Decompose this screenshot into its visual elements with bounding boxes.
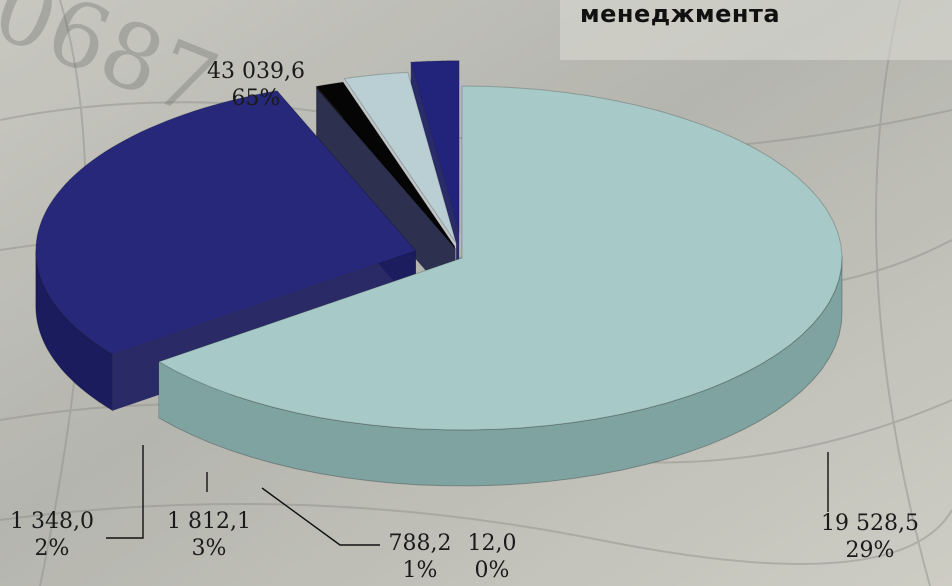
pie-slice-1 bbox=[35, 90, 417, 412]
leader-line-slice-3 bbox=[261, 487, 380, 546]
pie-slice-0 bbox=[157, 85, 843, 487]
data-label-value: 19 528,5 bbox=[821, 511, 919, 536]
data-label-percent: 3% bbox=[191, 536, 227, 561]
pie-slice-top bbox=[343, 71, 457, 244]
chart-title: менеджмента bbox=[580, 0, 781, 28]
pie-slice-side bbox=[158, 255, 843, 487]
data-label-percent: 1% bbox=[402, 558, 438, 583]
data-label-percent: 2% bbox=[34, 536, 70, 561]
leader-line-slice-5 bbox=[106, 445, 144, 539]
data-label-slice-1: 19 528,5 29% bbox=[800, 510, 940, 564]
data-label-slice-0: 43 039,6 65% bbox=[186, 58, 326, 112]
data-label-percent: 0% bbox=[474, 558, 510, 583]
pie-slice-top bbox=[410, 60, 460, 233]
data-label-slice-4: 1 812,1 3% bbox=[154, 508, 264, 562]
pie-slice-top bbox=[35, 90, 417, 356]
data-label-value: 1 812,1 bbox=[167, 509, 251, 534]
pie-slice-2 bbox=[315, 88, 456, 305]
data-label-value: 12,0 bbox=[467, 531, 517, 556]
data-label-value: 788,2 bbox=[388, 531, 452, 556]
data-label-value: 1 348,0 bbox=[10, 509, 94, 534]
pie-slice-top bbox=[315, 88, 456, 250]
data-label-value: 43 039,6 bbox=[207, 59, 305, 84]
pie-slice-cut-end bbox=[316, 88, 456, 305]
data-label-percent: 65% bbox=[231, 86, 281, 111]
data-label-slice-3: 788,2 1% bbox=[380, 530, 460, 584]
data-label-slice-5: 1 348,0 2% bbox=[0, 508, 104, 562]
data-label-percent: 29% bbox=[845, 538, 895, 563]
pie-slice-top bbox=[157, 85, 843, 431]
pie-slice-top bbox=[315, 81, 456, 247]
data-label-slice-2: 12,0 0% bbox=[455, 530, 529, 584]
